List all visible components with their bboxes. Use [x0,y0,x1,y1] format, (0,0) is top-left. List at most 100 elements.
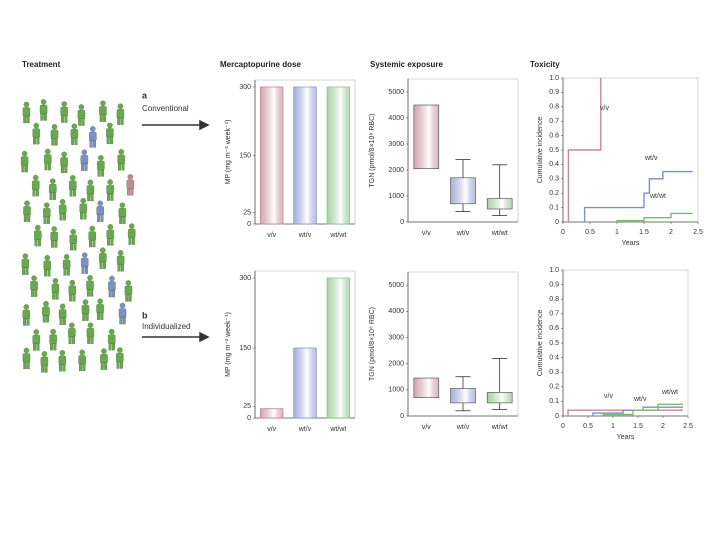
box [486,392,513,404]
person-body [60,106,68,117]
person-leg [110,193,114,201]
person-head [70,175,76,181]
x-tick-label: wt/wt [329,232,346,239]
person [96,200,104,222]
person-body [80,257,89,268]
person-head [119,302,126,309]
person-leg [70,243,73,251]
x-tick-label: 2.5 [693,229,703,236]
person-leg [120,117,124,125]
person-leg [35,188,39,197]
person-leg [47,216,50,224]
person-head [117,250,124,256]
bar [326,86,351,225]
y-tick-label: 0.4 [549,354,559,361]
person-leg [42,315,46,323]
box [450,388,476,404]
person-head [79,349,85,356]
person-leg [41,365,45,373]
box [413,377,440,398]
arrow-head [199,331,210,343]
person-head [87,179,94,186]
person [116,347,124,369]
person-head [45,148,51,155]
person-leg [121,163,125,171]
person-body [116,255,125,266]
person [58,350,67,372]
person-leg [73,189,76,197]
person-leg [118,163,121,171]
person [99,100,107,122]
person-leg [117,264,121,272]
person-leg [54,138,58,146]
person-body [81,304,90,315]
person [86,275,94,297]
person [108,275,116,298]
y-tick-label: 4000 [388,308,404,315]
y-tick-label: 25 [243,209,251,216]
person-body [108,281,116,291]
person-head [52,278,59,284]
person-leg [68,336,72,344]
person [116,250,125,272]
person-head [97,200,103,207]
person-body [86,185,95,195]
x-tick-label: wt/v [456,230,470,237]
person-head [40,99,47,105]
person [86,179,95,202]
person [31,174,40,197]
person-leg [130,188,134,196]
person [42,301,50,323]
person-leg [120,264,124,272]
person-head [59,303,66,310]
person [88,225,97,248]
person [69,228,77,251]
row-label: Individualized [142,322,190,331]
series-line [616,212,693,222]
person [69,175,77,197]
person-leg [85,313,89,321]
person-head [21,150,28,157]
x-tick-label: v/v [422,230,431,237]
person [116,103,125,125]
person-leg [36,136,40,145]
person-leg [90,336,94,344]
person-head [87,322,94,328]
person [22,101,31,124]
person-head [33,122,40,129]
person [97,155,105,177]
person-body [49,334,57,344]
y-tick-label: 0.2 [549,190,559,197]
person [68,322,76,344]
x-tick-label: 2.5 [683,423,693,430]
person [49,178,57,200]
person-head [23,101,30,108]
person-body [78,355,86,365]
person [60,151,68,174]
y-tick-label: 0 [555,219,559,226]
y-tick-label: 0 [400,413,404,420]
person-leg [92,239,96,248]
x-tick-label: v/v [267,426,276,433]
person-leg [110,136,114,145]
y-tick-label: 0.9 [549,281,559,288]
person-body [107,334,116,344]
x-tick-label: 2 [661,423,665,430]
person-body [22,107,31,117]
person [99,247,107,269]
person-head [108,328,115,335]
series-line [583,170,693,222]
person-body [62,259,71,270]
x-tick-label: wt/wt [329,426,346,433]
y-tick-label: 0.4 [549,161,559,168]
y-tick-label: 0.6 [549,132,559,139]
person-head [117,103,124,110]
person-body [34,230,42,240]
person-body [88,231,97,241]
person-head [81,149,88,155]
person-leg [26,318,30,326]
person-body [97,160,105,171]
person-body [106,184,114,195]
person-head [107,224,114,230]
